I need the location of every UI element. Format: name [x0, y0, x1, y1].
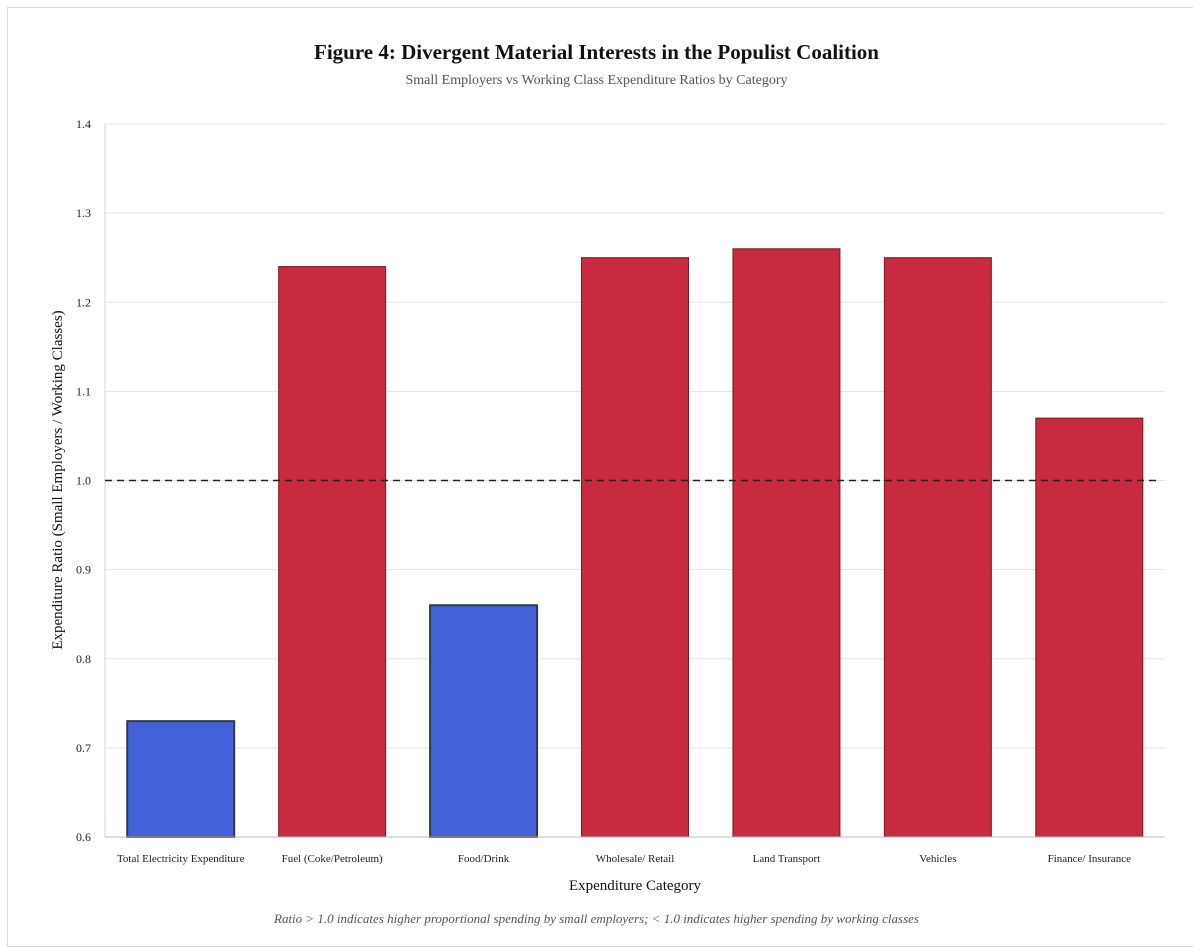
x-tick-label: Food/Drink: [458, 853, 510, 865]
x-tick-label: Total Electricity Expenditure: [117, 853, 245, 865]
x-axis-label: Expenditure Category: [569, 878, 702, 894]
chart-footnote: Ratio > 1.0 indicates higher proportiona…: [274, 911, 919, 926]
y-tick-label: 1.0: [76, 474, 91, 488]
chart-title: Figure 4: Divergent Material Interests i…: [314, 40, 879, 64]
y-tick-label: 0.7: [76, 741, 91, 755]
y-tick-label: 0.6: [76, 830, 91, 844]
y-axis: 0.6 0.7 0.8 0.9 1.0 1.1 1.2 1.3 1.4: [76, 117, 106, 844]
bar: [883, 257, 992, 838]
x-tick-label: Wholesale/ Retail: [596, 853, 675, 865]
x-tick-label: Land Transport: [753, 853, 821, 865]
y-tick-label: 1.2: [76, 295, 91, 309]
y-tick-label: 1.3: [76, 206, 91, 220]
y-axis-label: Expenditure Ratio (Small Employers / Wor…: [50, 310, 66, 649]
x-tick-label: Fuel (Coke/Petroleum): [282, 853, 383, 865]
bar: [581, 257, 689, 838]
y-tick-label: 1.4: [76, 117, 91, 131]
chart-subtitle: Small Employers vs Working Class Expendi…: [405, 73, 788, 88]
y-tick-label: 0.8: [76, 652, 91, 666]
bar: [732, 248, 841, 838]
x-axis: Total Electricity Expenditure Fuel (Coke/…: [105, 836, 1165, 865]
bar: [1035, 417, 1144, 838]
x-tick-label: Vehicles: [919, 853, 956, 865]
x-tick-label: Finance/ Insurance: [1048, 853, 1131, 865]
bar: [278, 266, 387, 838]
bar: [126, 720, 236, 839]
bar: [429, 604, 539, 839]
y-tick-label: 1.1: [76, 384, 91, 398]
bars: [126, 248, 1144, 839]
y-tick-label: 0.9: [76, 563, 91, 577]
bar-chart: 0.6 0.7 0.8 0.9 1.0 1.1 1.2 1.3 1.4 Total Electr…: [50, 117, 1165, 894]
